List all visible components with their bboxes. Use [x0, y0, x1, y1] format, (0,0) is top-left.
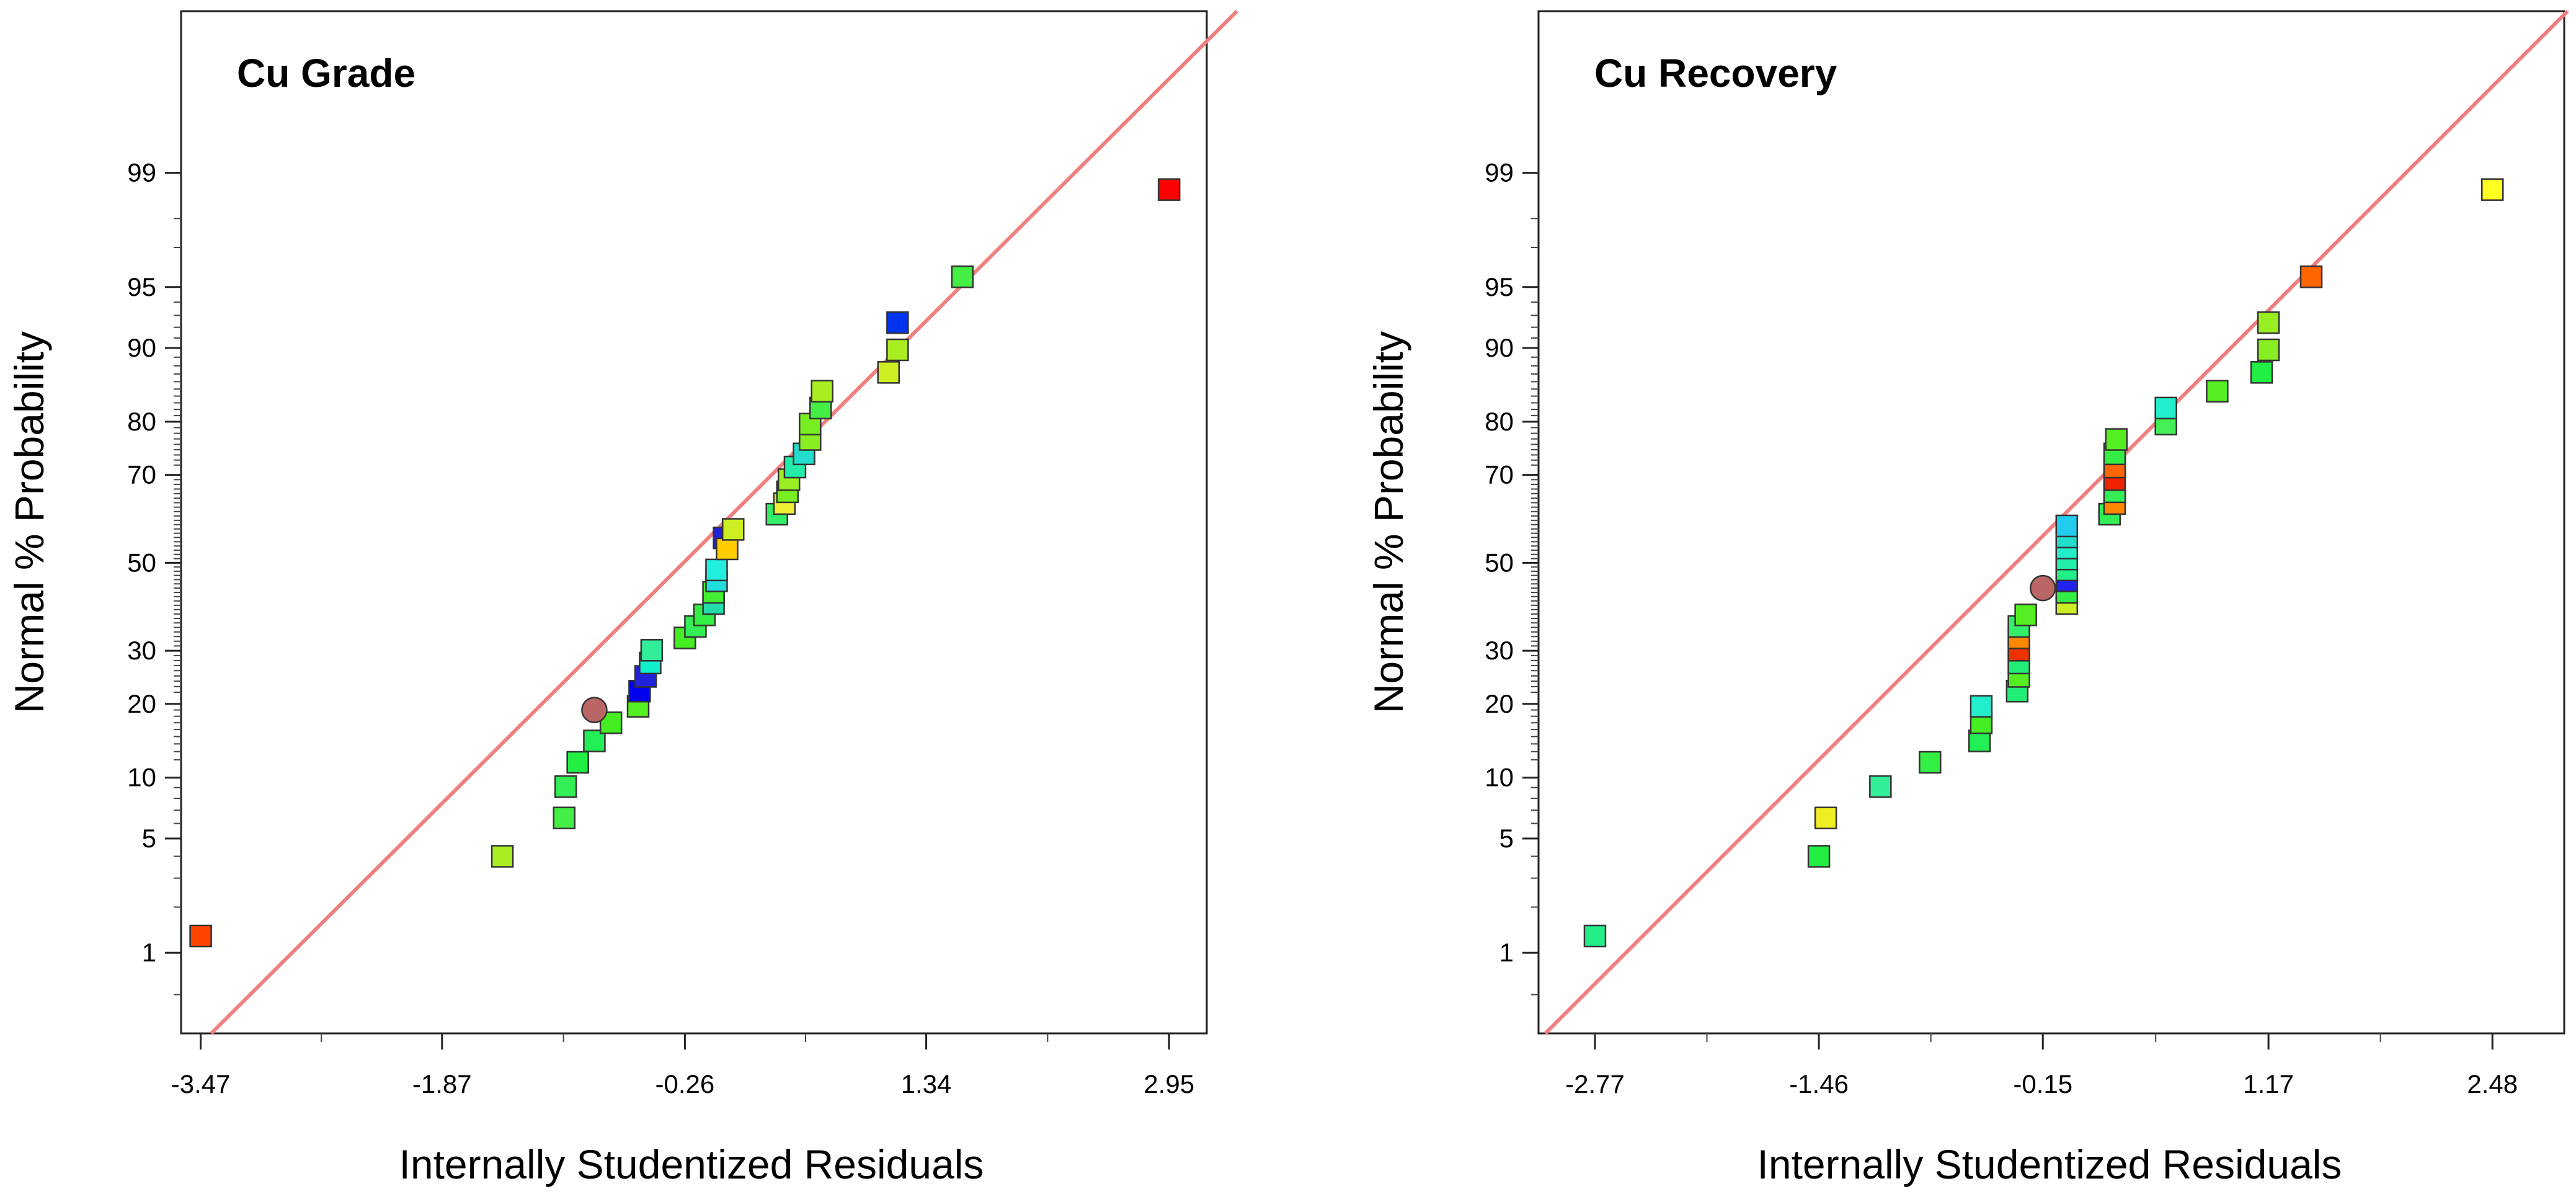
y-tick-label: 80	[1485, 407, 1514, 436]
y-tick-label: 95	[1485, 272, 1514, 301]
data-point	[2055, 514, 2079, 538]
data-point	[566, 751, 589, 774]
y-tick-label: 90	[127, 333, 156, 362]
data-point	[1869, 775, 1892, 798]
data-point	[886, 338, 909, 362]
data-point	[640, 639, 664, 662]
y-tick-label: 30	[1485, 636, 1514, 665]
data-point	[1919, 751, 1942, 774]
y-tick-label: 99	[1485, 158, 1514, 187]
data-point	[2029, 574, 2056, 602]
data-point	[189, 924, 212, 948]
x-axis-label: Internally Studentized Residuals	[1757, 1141, 2342, 1187]
data-point	[716, 537, 739, 561]
y-tick-label: 80	[127, 407, 156, 436]
y-tick-label: 20	[127, 689, 156, 718]
data-point	[1970, 695, 1993, 718]
data-point	[1814, 806, 1837, 829]
y-tick-label: 20	[1485, 689, 1514, 718]
y-tick-label: 1	[1499, 938, 1514, 967]
data-point	[2257, 338, 2280, 362]
y-tick-label: 5	[142, 824, 156, 853]
y-tick-label: 70	[127, 460, 156, 489]
chart-title: Cu Recovery	[1594, 51, 1837, 96]
y-axis-label: Normal % Probability	[6, 331, 52, 713]
x-tick-label: -0.15	[2013, 1069, 2072, 1099]
data-point	[553, 806, 576, 829]
y-tick-label: 10	[127, 763, 156, 792]
plot-frame	[180, 10, 1208, 1035]
data-point	[721, 518, 745, 541]
data-point	[2206, 380, 2229, 403]
axis-ticks: 1 5 10 20 30 50 70 80 90 95 99 -3.47 -1.87 -0.26 1.34 2…	[127, 158, 1194, 1099]
data-point	[1583, 924, 1607, 948]
y-tick-label: 95	[127, 272, 156, 301]
axis-ticks: 1 5 10 20 30 50 70 80 90 95 99 -2.77 -1.46 -0.15 1.17 2…	[1485, 158, 2518, 1099]
x-tick-label: -1.87	[412, 1069, 472, 1099]
plot-frame	[1537, 10, 2565, 1035]
y-tick-label: 5	[1499, 824, 1514, 853]
y-tick-label: 70	[1485, 460, 1514, 489]
x-tick-label: 1.17	[2243, 1069, 2294, 1099]
y-tick-label: 99	[127, 158, 156, 187]
data-point	[2250, 361, 2273, 384]
data-point	[886, 311, 909, 334]
x-tick-label: 1.34	[901, 1069, 952, 1099]
data-point	[2481, 178, 2504, 201]
y-axis-label: Normal % Probability	[1366, 331, 1411, 713]
data-points	[1583, 178, 2504, 948]
data-point	[2105, 428, 2128, 451]
data-point	[1157, 178, 1181, 201]
chart-title: Cu Grade	[237, 51, 415, 96]
data-point	[811, 380, 833, 403]
data-point	[1807, 845, 1831, 868]
data-point	[554, 775, 577, 798]
data-point	[951, 265, 974, 288]
data-point	[2014, 604, 2037, 626]
y-tick-label: 10	[1485, 763, 1514, 792]
y-tick-label: 50	[1485, 548, 1514, 577]
data-point	[2154, 396, 2177, 420]
data-point	[2299, 265, 2323, 288]
data-points	[189, 178, 1181, 948]
x-tick-label: -3.47	[171, 1069, 231, 1099]
chart-panel-cu-recovery: 1 5 10 20 30 50 70 80 90 95 99 -2.77 -1.46 -0.15 1.17 2…	[1366, 9, 2569, 1187]
data-point	[877, 361, 900, 384]
x-tick-label: -1.46	[1789, 1069, 1849, 1099]
y-tick-label: 90	[1485, 333, 1514, 362]
data-point	[491, 845, 514, 868]
x-tick-label: -2.77	[1565, 1069, 1625, 1099]
data-point	[705, 558, 728, 582]
data-point	[2257, 311, 2280, 334]
chart-panel-cu-grade: 1 5 10 20 30 50 70 80 90 95 99 -3.47 -1.87 -0.26 1.34 2…	[6, 9, 1238, 1187]
x-axis-label: Internally Studentized Residuals	[399, 1141, 984, 1187]
y-tick-label: 30	[127, 636, 156, 665]
x-tick-label: 2.48	[2467, 1069, 2518, 1099]
y-tick-label: 50	[127, 548, 156, 577]
x-tick-label: 2.95	[1144, 1069, 1194, 1099]
y-tick-label: 1	[142, 938, 156, 967]
data-point	[581, 697, 608, 723]
x-tick-label: -0.26	[655, 1069, 715, 1099]
